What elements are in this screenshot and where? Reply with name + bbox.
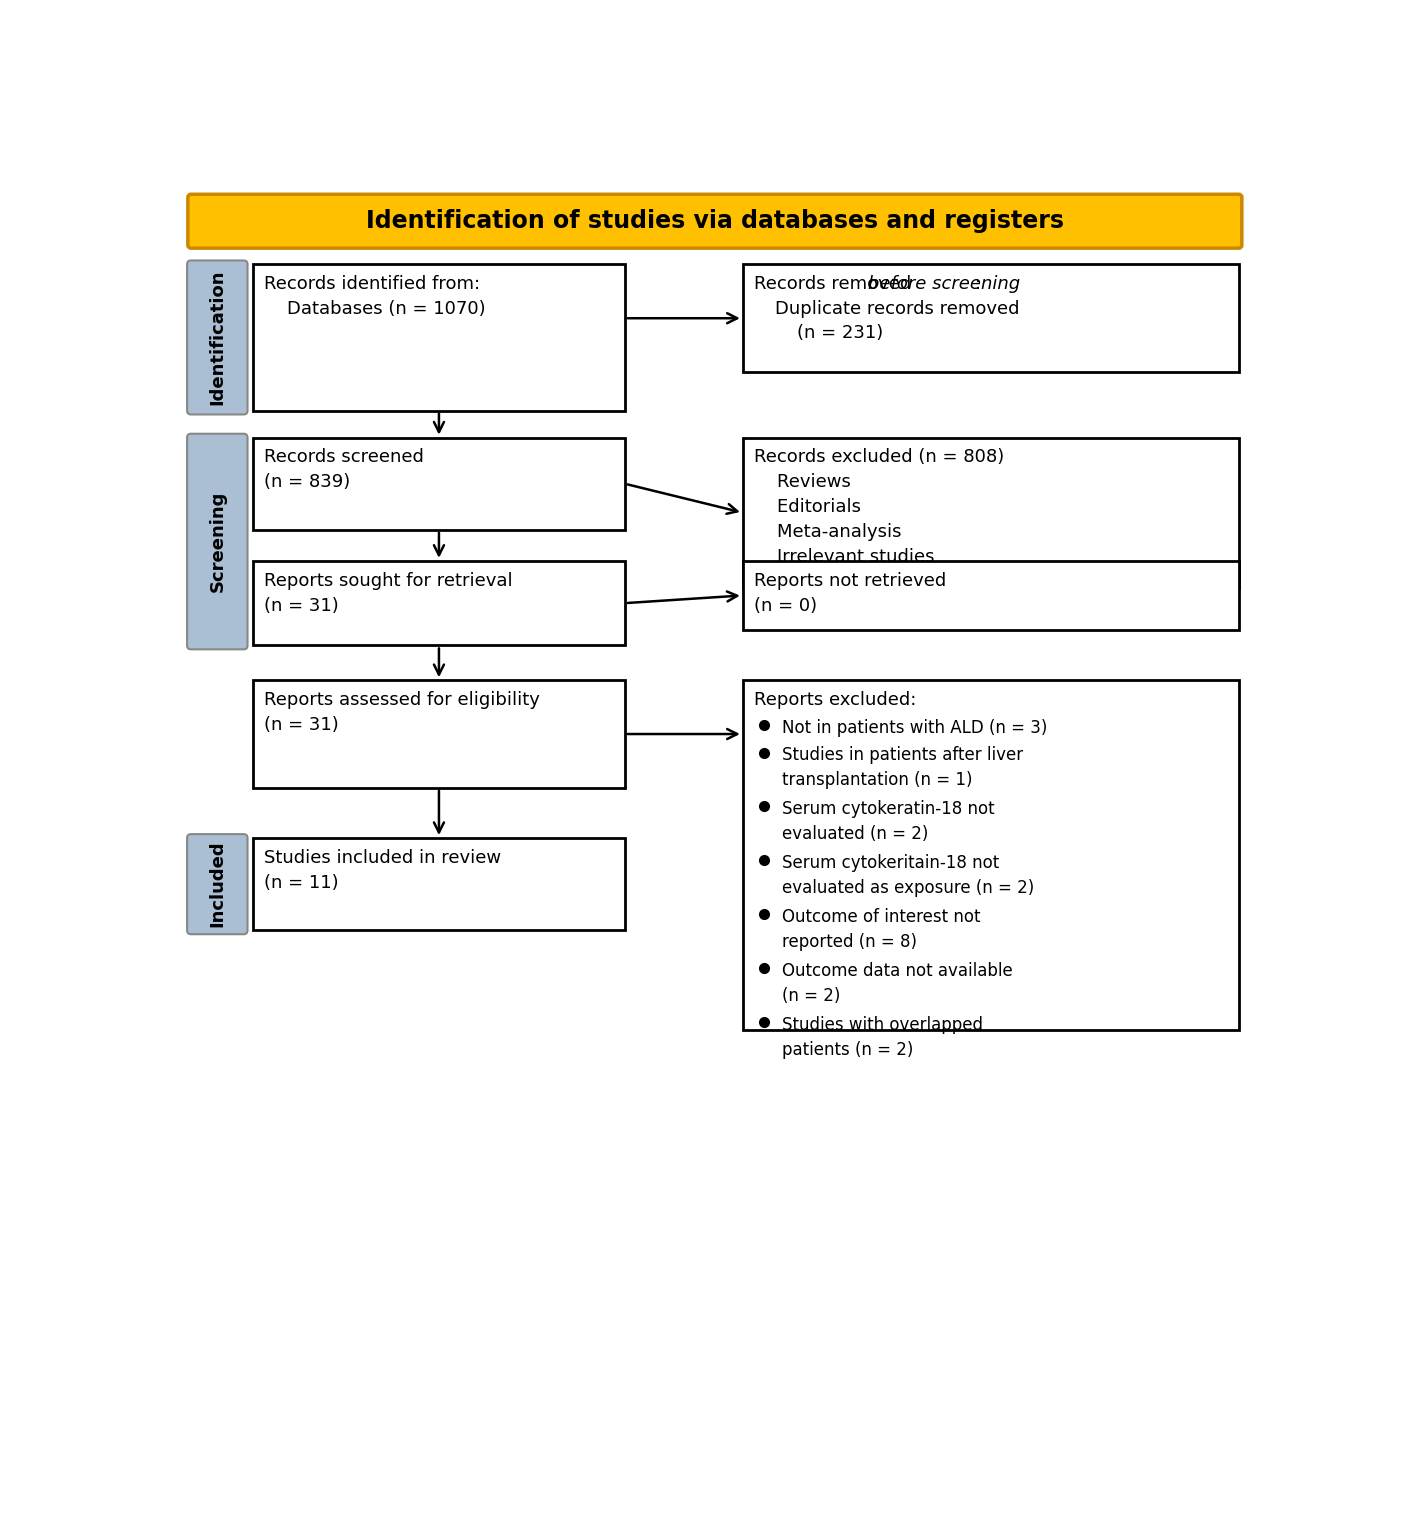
Text: Screening: Screening [208, 491, 227, 592]
Bar [253, 437, 624, 531]
Text: Reports assessed for eligibility
(n = 31): Reports assessed for eligibility (n = 31… [263, 691, 539, 734]
Text: Duplicate records removed: Duplicate records removed [776, 300, 1020, 318]
Bar [253, 561, 624, 645]
Text: Records identified from:
    Databases (n = 1070): Records identified from: Databases (n = … [263, 275, 486, 318]
Text: Reports sought for retrieval
(n = 31): Reports sought for retrieval (n = 31) [263, 572, 513, 615]
FancyBboxPatch shape [188, 194, 1242, 248]
FancyBboxPatch shape [187, 434, 248, 650]
Text: Included: Included [208, 841, 227, 928]
Text: Reports excluded:: Reports excluded: [753, 691, 916, 709]
Bar [253, 838, 624, 930]
Text: Outcome of interest not
reported (n = 8): Outcome of interest not reported (n = 8) [782, 908, 980, 951]
FancyBboxPatch shape [187, 835, 248, 934]
Text: before screening: before screening [868, 275, 1021, 294]
Text: Studies in patients after liver
transplantation (n = 1): Studies in patients after liver transpla… [782, 746, 1022, 789]
Text: Not in patients with ALD (n = 3): Not in patients with ALD (n = 3) [782, 719, 1046, 737]
FancyBboxPatch shape [187, 260, 248, 414]
Bar [743, 680, 1239, 1031]
Text: Identification: Identification [208, 269, 227, 405]
Text: Records removed: Records removed [753, 275, 916, 294]
Text: Outcome data not available
(n = 2): Outcome data not available (n = 2) [782, 962, 1012, 1005]
Text: Serum cytokeritain-18 not
evaluated as exposure (n = 2): Serum cytokeritain-18 not evaluated as e… [782, 855, 1034, 898]
Text: Reports not retrieved
(n = 0): Reports not retrieved (n = 0) [753, 572, 946, 615]
Text: Records screened
(n = 839): Records screened (n = 839) [263, 448, 423, 491]
Text: Identification of studies via databases and registers: Identification of studies via databases … [365, 209, 1063, 234]
Text: :: : [976, 275, 981, 294]
Text: (n = 231): (n = 231) [797, 324, 884, 342]
Bar [743, 265, 1239, 372]
Text: Records excluded (n = 808)
    Reviews
    Editorials
    Meta-analysis
    Irre: Records excluded (n = 808) Reviews Edito… [753, 448, 1004, 566]
Bar [743, 561, 1239, 630]
Bar [253, 265, 624, 411]
Bar [253, 680, 624, 787]
Text: Studies included in review
(n = 11): Studies included in review (n = 11) [263, 849, 501, 891]
Bar [743, 437, 1239, 587]
Text: Studies with overlapped
patients (n = 2): Studies with overlapped patients (n = 2) [782, 1015, 983, 1060]
Text: Serum cytokeratin-18 not
evaluated (n = 2): Serum cytokeratin-18 not evaluated (n = … [782, 800, 994, 844]
